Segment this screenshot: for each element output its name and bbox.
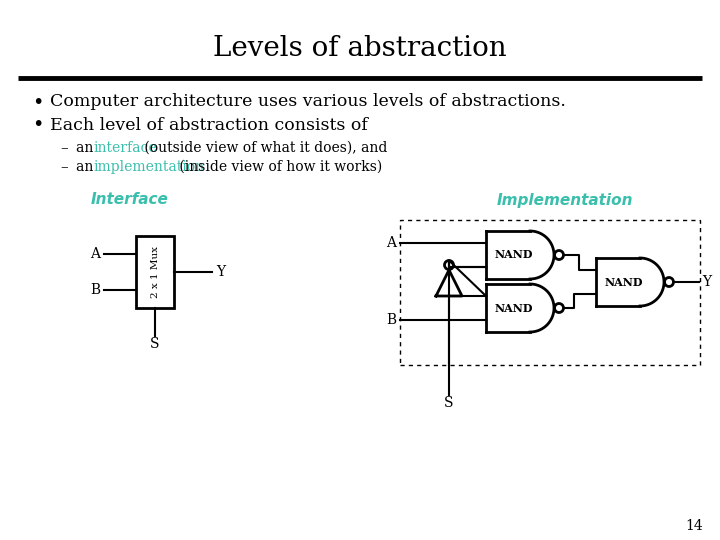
Text: Computer architecture uses various levels of abstractions.: Computer architecture uses various level… [50, 93, 566, 111]
Text: Y: Y [216, 265, 225, 279]
Text: an: an [76, 160, 98, 174]
Bar [136, 236, 174, 308]
Text: implementation: implementation [93, 160, 204, 174]
Text: (inside view of how it works): (inside view of how it works) [175, 160, 382, 174]
Text: A: A [386, 236, 396, 250]
Text: •: • [32, 116, 43, 134]
Text: Levels of abstraction: Levels of abstraction [213, 35, 507, 62]
Text: •: • [32, 92, 43, 111]
Text: –: – [60, 160, 68, 174]
Text: 14: 14 [685, 519, 703, 533]
Bar [400, 220, 700, 365]
Text: Each level of abstraction consists of: Each level of abstraction consists of [50, 117, 368, 133]
Text: –: – [60, 141, 68, 155]
Text: B: B [90, 283, 100, 297]
Text: NAND: NAND [605, 276, 643, 287]
Text: an: an [76, 141, 98, 155]
Text: Implementation: Implementation [497, 192, 634, 207]
Text: S: S [150, 337, 160, 351]
Text: S: S [444, 396, 454, 410]
Text: interface: interface [93, 141, 157, 155]
Text: (outside view of what it does), and: (outside view of what it does), and [140, 141, 387, 155]
Text: NAND: NAND [495, 249, 534, 260]
Text: A: A [90, 247, 100, 261]
Text: NAND: NAND [495, 302, 534, 314]
Text: Interface: Interface [91, 192, 169, 207]
Text: 2 x 1 Mux: 2 x 1 Mux [150, 246, 160, 298]
Text: Y: Y [703, 275, 711, 289]
Text: B: B [386, 313, 396, 327]
